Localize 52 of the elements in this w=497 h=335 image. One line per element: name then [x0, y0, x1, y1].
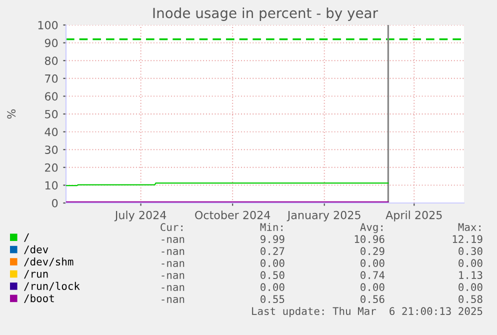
text: -nan: [162, 273, 184, 280]
y-tick-label: 40: [44, 128, 58, 136]
text: 0.29: [360, 247, 384, 256]
text: 0.56: [360, 295, 384, 304]
text: -nan: [162, 261, 184, 268]
y-tick-label: 90: [44, 38, 58, 48]
text: 0.74: [360, 271, 385, 280]
text: -nan: [162, 249, 184, 256]
legend-label: /run: [24, 270, 48, 279]
text: -nan: [162, 297, 184, 304]
text: Cur:: [160, 223, 182, 232]
text: 0.00: [360, 283, 384, 292]
y-axis-title: %: [7, 109, 16, 119]
y-tick-label: 70: [45, 74, 58, 83]
x-tick-label: April 2025: [386, 210, 442, 222]
text: -nan: [162, 237, 184, 244]
y-tick-label: 10: [45, 181, 58, 190]
text: 0.00: [458, 259, 482, 268]
y-tick-label: 20: [45, 163, 58, 172]
text: 0.30: [458, 247, 482, 256]
y-tick-label: 60: [45, 92, 58, 101]
text: 0.58: [458, 295, 482, 304]
text: 12.19: [452, 235, 482, 244]
legend-label: /dev/shm: [24, 257, 74, 266]
x-tick-label: January 2025: [286, 210, 360, 222]
text: Last update: Thu Mar 6 21:00:13 2025: [252, 306, 482, 318]
text: -nan: [162, 285, 184, 292]
x-tick-label: October 2024: [195, 210, 270, 220]
text: 0.00: [360, 259, 384, 268]
text: 0.50: [260, 271, 284, 280]
text: 10.96: [354, 235, 384, 244]
text: Avg:: [360, 223, 382, 234]
y-tick-label: 0: [52, 198, 58, 208]
x-tick-label: July 2024: [114, 210, 166, 222]
text: Max:: [458, 223, 480, 232]
text: 0.00: [458, 283, 482, 292]
text: Min:: [260, 222, 282, 231]
y-tick-label: 50: [45, 110, 58, 118]
y-tick-label: 80: [44, 56, 58, 65]
legend-label: /dev: [24, 245, 48, 254]
text: 0.00: [260, 259, 284, 268]
legend-label: /boot: [24, 294, 54, 304]
y-tick-label: 100: [38, 20, 58, 30]
text: 0.27: [260, 247, 284, 256]
text: 0.00: [260, 283, 284, 292]
y-tick-label: 30: [45, 146, 58, 154]
text: 0.55: [260, 295, 284, 304]
legend-label: /: [24, 233, 30, 242]
chart-title: Inode usage in percent - by year: [153, 8, 378, 21]
text: 9.99: [260, 235, 284, 244]
text: 1.13: [459, 271, 482, 280]
legend-label: /run/lock: [24, 282, 80, 291]
